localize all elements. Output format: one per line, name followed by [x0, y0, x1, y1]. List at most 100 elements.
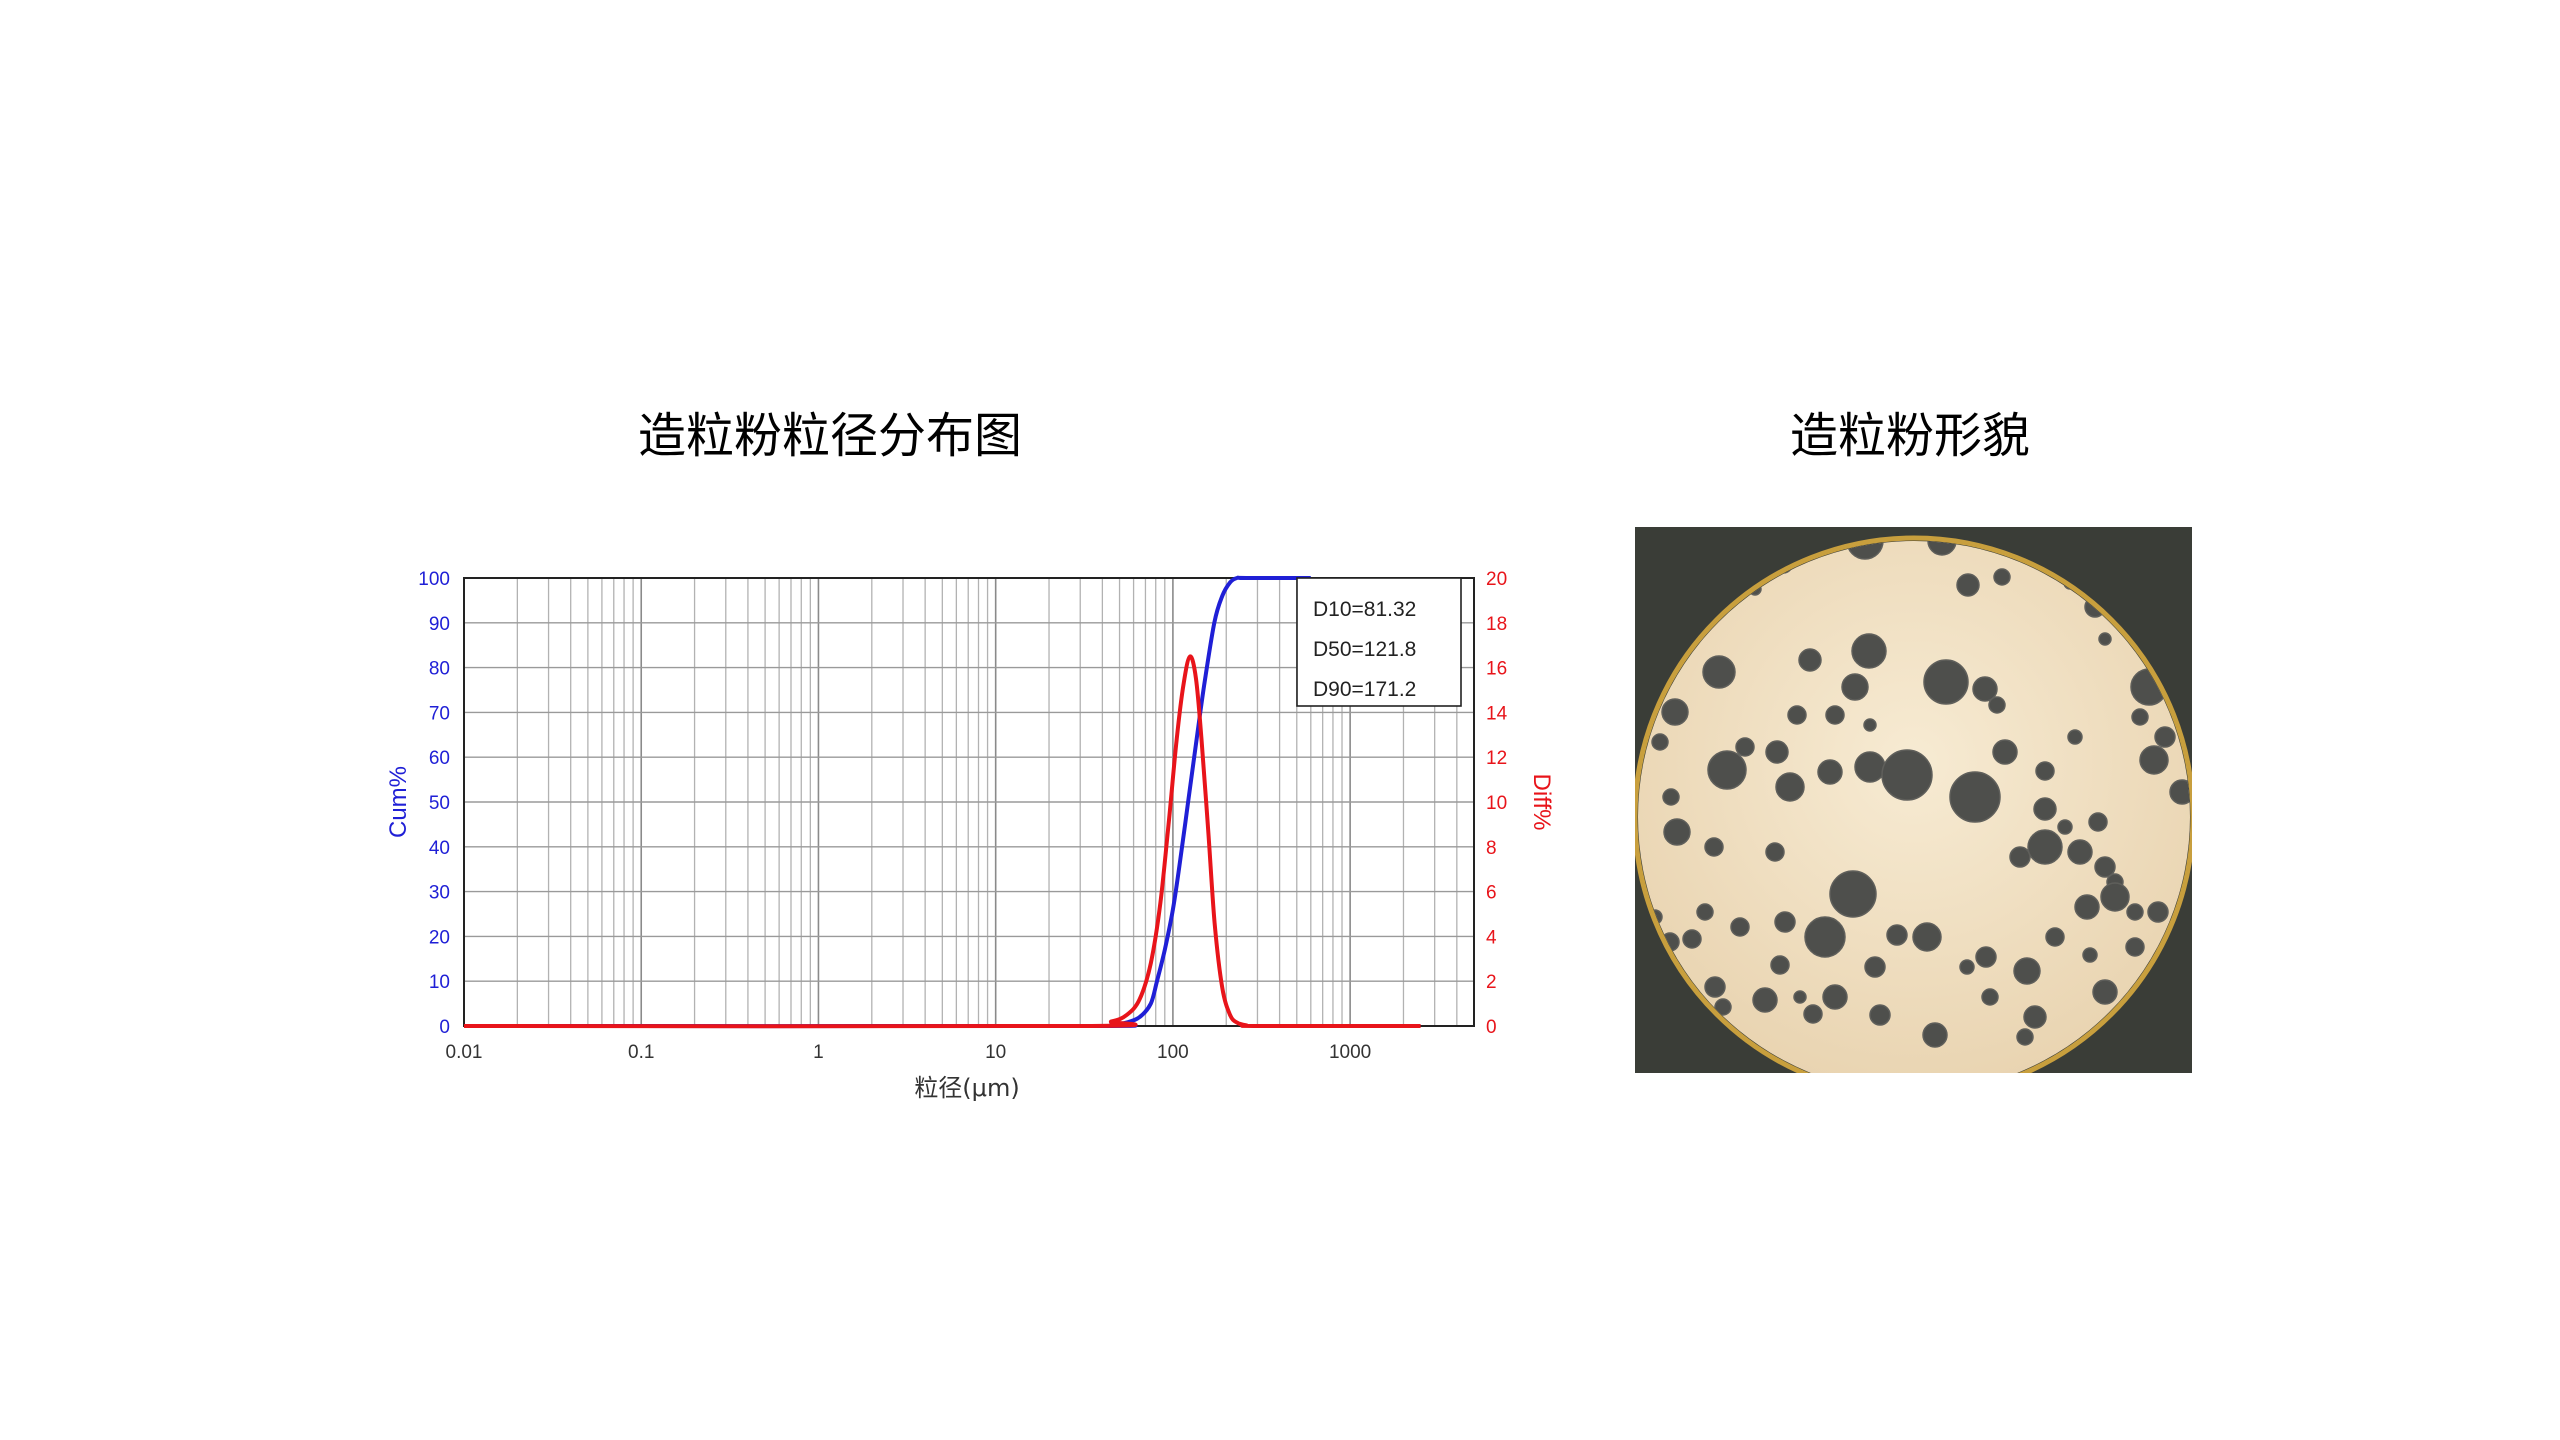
particle: [1793, 990, 1807, 1004]
particle: [1846, 541, 1884, 560]
y-right-tick-label: 16: [1486, 659, 1507, 680]
particle: [1770, 955, 1790, 975]
particle: [1851, 633, 1887, 669]
particle: [1854, 751, 1886, 783]
x-tick-label: 10: [985, 1042, 1006, 1063]
particle: [2033, 797, 2057, 821]
particle: [1956, 573, 1980, 597]
particle: [2074, 894, 2100, 920]
y-right-tick-label: 14: [1486, 703, 1508, 724]
particle: [2067, 729, 2083, 745]
particle: [1704, 837, 1724, 857]
particle: [1864, 956, 1886, 978]
particle: [1663, 818, 1691, 846]
particle: [1988, 696, 2006, 714]
particle: [1704, 976, 1726, 998]
d-values-frame: [1296, 577, 1462, 707]
y-left-tick-label: 90: [429, 614, 450, 635]
particle: [2009, 846, 2031, 868]
d-value-label: D50=121.8: [1313, 638, 1416, 661]
particle: [1765, 842, 1785, 862]
y-right-tick-label: 18: [1486, 614, 1507, 635]
particle: [1787, 705, 1807, 725]
particle: [1886, 924, 1908, 946]
particle: [1927, 541, 1957, 556]
particle: [2035, 761, 2055, 781]
particle: [1798, 648, 1822, 672]
particle: [2057, 819, 2073, 835]
x-axis-label: 粒径(μm): [914, 1074, 1019, 1102]
particle: [2092, 979, 2118, 1005]
particle: [1922, 1022, 1948, 1048]
y-left-tick-label: 100: [418, 569, 450, 590]
particle: [2067, 839, 2093, 865]
particle: [1735, 737, 1755, 757]
y-left-tick-label: 0: [439, 1017, 450, 1038]
y-left-tick-label: 80: [429, 659, 450, 680]
particle: [2088, 812, 2108, 832]
y-right-tick-label: 2: [1486, 972, 1497, 993]
y-left-tick-label: 20: [429, 927, 450, 948]
particle: [1765, 740, 1789, 764]
d-values-box: D10=81.32 D50=121.8 D90=171.2: [1296, 577, 1462, 707]
y-axis-left-label: Cum%: [385, 766, 412, 838]
particle: [1825, 705, 1845, 725]
particle: [2126, 903, 2144, 921]
particle: [1752, 987, 1778, 1013]
particle: [2100, 882, 2130, 912]
particle: [1923, 659, 1969, 705]
particle: [2147, 901, 2169, 923]
chart-title: 造粒粉粒径分布图: [637, 408, 1022, 464]
particle: [1949, 771, 2001, 823]
particle: [1662, 788, 1680, 806]
y-left-tick-label: 60: [429, 748, 450, 769]
y-right-tick-label: 20: [1486, 569, 1507, 590]
particle: [2045, 927, 2065, 947]
particle: [2098, 632, 2112, 646]
particle: [1661, 698, 1689, 726]
particle: [2023, 1005, 2047, 1029]
x-tick-label: 1000: [1329, 1042, 1371, 1063]
particle: [1775, 772, 1805, 802]
image-title: 造粒粉形貌: [1789, 408, 2030, 464]
particle: [1651, 733, 1669, 751]
particle: [1682, 929, 1702, 949]
particle: [1803, 1004, 1823, 1024]
morphology-micrograph: [1635, 527, 2192, 1073]
y-right-tick-label: 0: [1486, 1017, 1497, 1038]
particle: [1829, 870, 1877, 918]
particle: [1730, 917, 1750, 937]
ticks-layer: 0102030405060708090100024681012141618200…: [418, 569, 1507, 1063]
particle: [2013, 957, 2041, 985]
particle: [1841, 673, 1869, 701]
y-left-tick-label: 70: [429, 703, 450, 724]
particle: [1774, 911, 1796, 933]
particle: [2082, 947, 2098, 963]
particle: [1863, 718, 1877, 732]
particle: [1707, 750, 1747, 790]
particle: [1817, 759, 1843, 785]
particle: [1972, 676, 1998, 702]
y-right-tick-label: 10: [1486, 793, 1507, 814]
particle: [1992, 739, 2018, 765]
particle: [1822, 984, 1848, 1010]
particle: [1696, 903, 1714, 921]
y-right-tick-label: 6: [1486, 883, 1497, 904]
particle: [1993, 568, 2011, 586]
particle: [1702, 655, 1736, 689]
particle: [2131, 708, 2149, 726]
particle: [1869, 1004, 1891, 1026]
x-tick-label: 1: [813, 1042, 824, 1063]
x-tick-label: 0.1: [628, 1042, 654, 1063]
y-right-tick-label: 12: [1486, 748, 1507, 769]
particle: [2094, 856, 2116, 878]
particle: [2154, 726, 2176, 748]
particle: [1714, 998, 1732, 1016]
y-left-tick-label: 40: [429, 838, 450, 859]
particle: [1959, 959, 1975, 975]
differential-curve: [463, 654, 1421, 1029]
y-left-tick-label: 30: [429, 883, 450, 904]
grid: [463, 578, 1475, 1026]
particle: [2169, 779, 2190, 805]
